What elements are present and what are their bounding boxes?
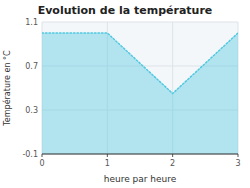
y-tick-label: 0.7 <box>25 62 38 71</box>
line <box>42 33 238 94</box>
grid <box>42 22 238 154</box>
y-tick-label: -0.1 <box>22 150 38 159</box>
x-tick-label: 2 <box>170 159 175 168</box>
y-tick-label: 0.3 <box>25 106 38 115</box>
title: Evolution de la température <box>38 4 213 17</box>
x-tick-label: 0 <box>39 159 44 168</box>
chart: -0.1 0.3 0.7 1.1 0 1 2 3 Evolution de la tempéra… <box>0 0 250 188</box>
grid-line-y <box>42 154 238 155</box>
area <box>42 33 238 154</box>
plot-background <box>42 22 238 154</box>
y-axis-label: Température en °C <box>2 50 12 127</box>
x-axis-label: heure par heure <box>104 174 177 184</box>
y-tick-label: 1.1 <box>25 18 38 27</box>
data-group <box>42 33 238 154</box>
x-tick-label: 3 <box>235 159 240 168</box>
x-axis <box>42 154 238 155</box>
grid-line-y <box>42 22 238 23</box>
x-tick-label: 1 <box>105 159 110 168</box>
